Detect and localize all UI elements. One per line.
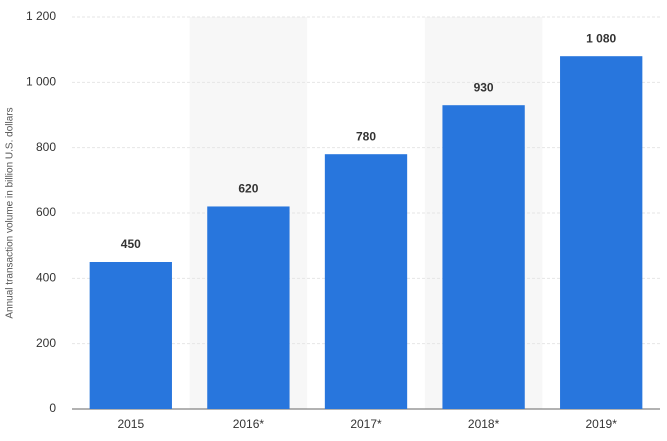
y-tick-label: 600 <box>36 205 56 219</box>
bar <box>324 154 408 409</box>
value-label: 780 <box>356 129 376 143</box>
value-label: 930 <box>474 80 494 94</box>
x-tick-label: 2017* <box>350 417 382 431</box>
x-tick-label: 2016* <box>233 417 265 431</box>
y-tick-label: 0 <box>49 401 56 415</box>
bar <box>442 105 525 409</box>
value-label: 620 <box>238 182 258 196</box>
y-axis-label: Annual transaction volume in billion U.S… <box>5 107 16 318</box>
bar <box>89 262 172 409</box>
y-tick-label: 400 <box>36 271 56 285</box>
x-tick-label: 2019* <box>586 417 618 431</box>
y-tick-label: 1 000 <box>26 75 56 89</box>
x-tick-label: 2015 <box>117 417 144 431</box>
y-tick-label: 800 <box>36 140 56 154</box>
value-label: 1 080 <box>586 31 616 45</box>
y-tick-label: 200 <box>36 336 56 350</box>
bar <box>207 206 290 409</box>
x-tick-label: 2018* <box>468 417 500 431</box>
y-tick-label: 1 200 <box>26 9 56 23</box>
value-label: 450 <box>121 237 141 251</box>
bar <box>560 56 643 409</box>
